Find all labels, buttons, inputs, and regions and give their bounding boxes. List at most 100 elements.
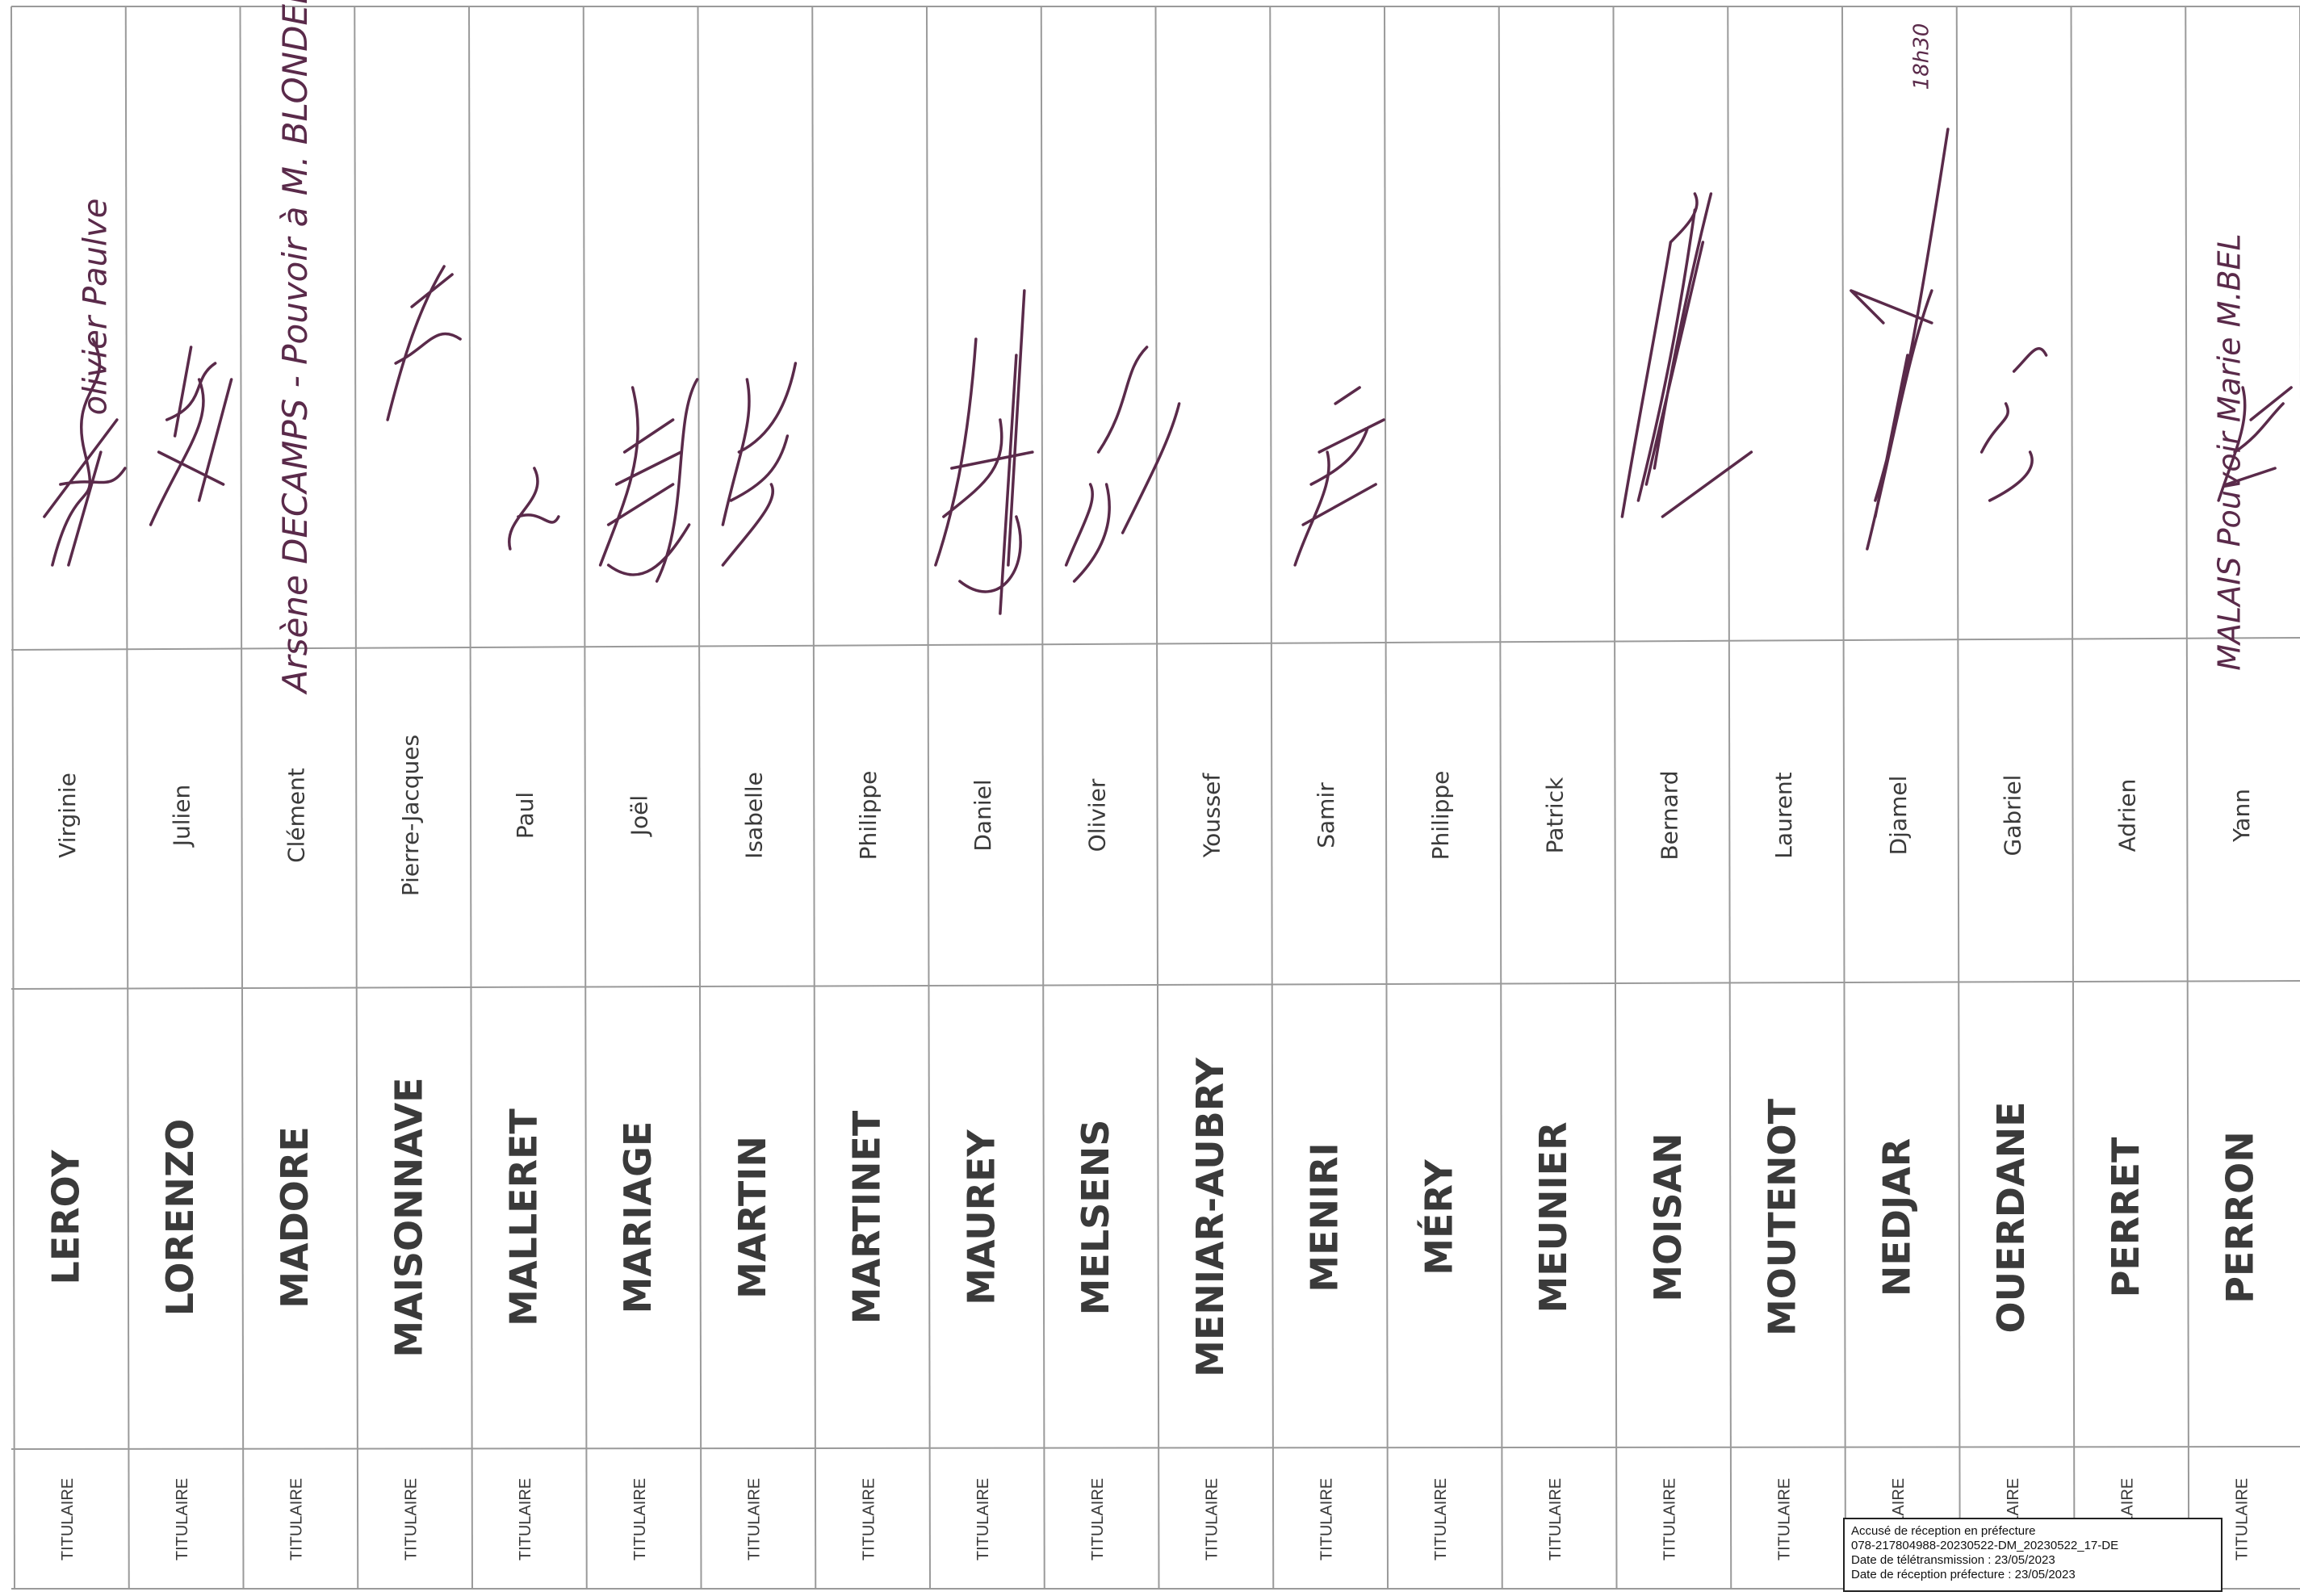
column-divider bbox=[1498, 6, 1503, 1590]
stamp-line-1: Accusé de réception en préfecture bbox=[1851, 1524, 2036, 1538]
signature-mark bbox=[508, 467, 560, 551]
surname-cell: MALLERET bbox=[501, 1108, 545, 1326]
surname-cell: NEDJAR bbox=[1875, 1138, 1918, 1296]
column-divider bbox=[10, 6, 15, 1590]
column-divider bbox=[1154, 6, 1160, 1590]
column-divider bbox=[124, 6, 130, 1590]
column-divider bbox=[1727, 6, 1732, 1590]
surname-cell: MEUNIER bbox=[1531, 1121, 1575, 1313]
first-name-cell: Adrien bbox=[2114, 779, 2140, 852]
column-divider bbox=[2185, 6, 2190, 1590]
signature-mark bbox=[43, 337, 127, 567]
status-cell: TITULAIRE bbox=[860, 1478, 878, 1560]
column-divider bbox=[1612, 6, 1618, 1590]
signature-mark bbox=[2217, 386, 2293, 502]
table-grid bbox=[10, 6, 2300, 1590]
table-row: TITULAIRE MOISAN Bernard bbox=[1646, 770, 1690, 1560]
first-name-cell: Youssef bbox=[1198, 773, 1225, 859]
status-cell: TITULAIRE bbox=[288, 1478, 306, 1560]
surname-cell: MAUREY bbox=[959, 1129, 1003, 1305]
surname-cell: MOISAN bbox=[1646, 1133, 1690, 1301]
surname-cell: LEROY bbox=[44, 1150, 87, 1285]
first-name-cell: Laurent bbox=[1770, 772, 1797, 858]
surname-cell: PERRON bbox=[2218, 1131, 2262, 1304]
column-divider bbox=[1269, 6, 1275, 1590]
row-divider bbox=[10, 637, 2300, 651]
column-divider bbox=[697, 6, 702, 1590]
surname-cell: MARTIN bbox=[731, 1136, 774, 1299]
table-row: TITULAIREOUERDANEGabriel bbox=[1989, 775, 2033, 1561]
column-divider bbox=[582, 6, 588, 1590]
signature-mark bbox=[1850, 128, 1950, 551]
status-cell: TITULAIRE bbox=[631, 1478, 649, 1560]
table-row: TITULAIRE MALLERET Paul bbox=[501, 792, 545, 1560]
status-cell: TITULAIRE bbox=[1089, 1478, 1107, 1560]
table-row: TITULAIRE MÉRY Philippe bbox=[1417, 771, 1460, 1561]
stamp-line-2: 078-217804988-20230522-DM_20230522_17-DE bbox=[1851, 1539, 2119, 1552]
status-cell: TITULAIRE bbox=[1204, 1478, 1221, 1560]
surname-cell: MELSENS bbox=[1074, 1120, 1117, 1316]
first-name-cell: Virginie bbox=[54, 773, 81, 858]
signature-mark bbox=[386, 265, 462, 421]
status-cell: TITULAIRE bbox=[59, 1478, 77, 1560]
table-row: TITULAIRE MELSENS Olivier bbox=[1074, 778, 1117, 1560]
column-divider bbox=[926, 6, 931, 1590]
status-cell: TITULAIRE bbox=[1432, 1478, 1450, 1560]
table-row: TITULAIRE MENIAR-AUBRY Youssef bbox=[1188, 773, 1232, 1561]
margin-notes: olivier Paulve Arsène DECAMPS - Pouvoir à… bbox=[77, 0, 2247, 695]
first-name-cell: Joël bbox=[626, 795, 653, 837]
column-divider bbox=[354, 6, 359, 1590]
status-cell: TITULAIRE bbox=[402, 1478, 420, 1560]
column-divider bbox=[2070, 6, 2076, 1590]
first-name-cell: Gabriel bbox=[2000, 775, 2026, 857]
first-name-cell: Samir bbox=[1313, 782, 1339, 848]
status-cell: TITULAIRE bbox=[1547, 1478, 1565, 1560]
stamp-line-4: Date de réception préfecture : 23/05/202… bbox=[1851, 1568, 2076, 1581]
table-row: TITULAIRE MOUTENOT Laurent bbox=[1761, 772, 1804, 1560]
table-row: TITULAIRE PERRON Yann bbox=[2218, 789, 2262, 1560]
first-name-cell: Olivier bbox=[1084, 778, 1111, 852]
prefecture-receipt-stamp: Accusé de réception en préfecture 078-21… bbox=[1843, 1518, 2222, 1592]
stamp-line-3: Date de télétransmission : 23/05/2023 bbox=[1851, 1553, 2055, 1567]
first-name-cell: Isabelle bbox=[740, 772, 767, 859]
surname-cell: MENIAR-AUBRY bbox=[1188, 1057, 1232, 1376]
column-divider bbox=[468, 6, 473, 1590]
table-row: TITULAIRE LEROY Virginie bbox=[44, 773, 87, 1560]
status-cell: TITULAIRE bbox=[746, 1478, 764, 1560]
table-row: TITULAIRE MEUNIER Patrick bbox=[1531, 777, 1575, 1560]
first-name-cell: Patrick bbox=[1542, 777, 1569, 853]
table-row: TITULAIRE MARIAGE Joël bbox=[616, 795, 660, 1560]
signature-mark bbox=[149, 346, 233, 526]
column-divider bbox=[1384, 6, 1389, 1590]
status-cell: TITULAIRE bbox=[2233, 1478, 2251, 1560]
note-proxy-malais: MALAIS Pouvoir Marie M.BEL bbox=[2211, 233, 2247, 670]
first-name-cell: Daniel bbox=[970, 779, 996, 851]
surname-cell: MARIAGE bbox=[616, 1121, 660, 1314]
status-cell: TITULAIRE bbox=[1661, 1478, 1679, 1560]
signature-mark bbox=[934, 289, 1034, 615]
first-name-cell: Philippe bbox=[1427, 771, 1454, 861]
surname-cell: LORENZO bbox=[158, 1119, 202, 1317]
first-name-cell: Paul bbox=[512, 792, 538, 839]
status-cell: TITULAIRE bbox=[974, 1478, 992, 1560]
surname-cell: MENIRI bbox=[1303, 1142, 1347, 1292]
table-row: TITULAIRE MARTINET Philippe bbox=[845, 771, 889, 1561]
first-name-cell: Philippe bbox=[855, 771, 882, 861]
table-row: TITULAIRE MENIRI Samir bbox=[1303, 782, 1347, 1560]
note-arrival-time: 18h30 bbox=[1910, 23, 1934, 90]
table-row: TITULAIRE LORENZO Julien bbox=[158, 785, 202, 1560]
column-divider bbox=[1040, 6, 1045, 1590]
status-cell: TITULAIRE bbox=[174, 1478, 191, 1560]
first-name-cell: Djamel bbox=[1885, 776, 1912, 856]
signature-mark bbox=[1980, 347, 2048, 502]
first-name-cell: Bernard bbox=[1656, 770, 1682, 860]
column-divider bbox=[1955, 6, 1961, 1590]
signature-mark bbox=[1064, 346, 1181, 583]
surname-cell: MAISONNAVE bbox=[388, 1077, 431, 1357]
status-cell: TITULAIRE bbox=[517, 1478, 534, 1560]
signature-mark bbox=[598, 378, 699, 583]
first-name-cell: Pierre-Jacques bbox=[397, 735, 424, 896]
surname-cell: PERRET bbox=[2104, 1137, 2147, 1297]
surname-cell: MÉRY bbox=[1417, 1159, 1460, 1276]
